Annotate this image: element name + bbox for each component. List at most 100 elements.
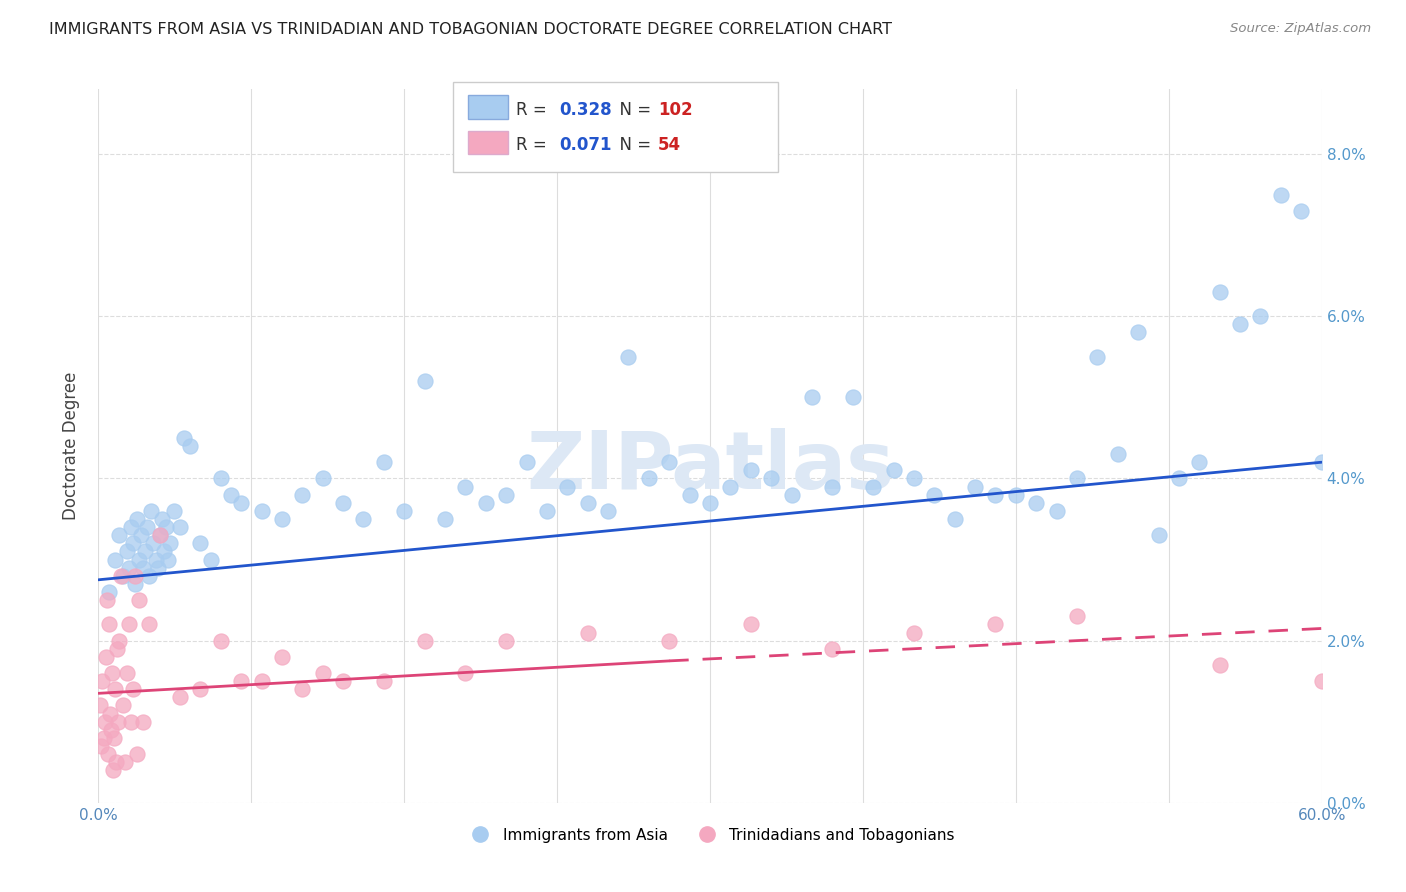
Point: [104, 552, 127, 566]
Point: [474, 496, 498, 510]
Point: [104, 682, 127, 697]
Point: [1128, 326, 1150, 340]
Point: [555, 479, 579, 493]
Point: [103, 731, 125, 745]
Point: [97, 617, 120, 632]
Point: [145, 552, 167, 566]
Point: [115, 544, 138, 558]
Point: [332, 496, 354, 510]
Text: R =: R =: [516, 136, 553, 154]
Point: [1249, 310, 1271, 324]
Text: 102: 102: [658, 101, 693, 119]
Point: [1392, 147, 1406, 161]
Point: [495, 488, 517, 502]
Point: [658, 455, 681, 469]
Point: [373, 455, 395, 469]
Point: [141, 504, 163, 518]
Point: [352, 512, 374, 526]
Point: [780, 488, 803, 502]
Point: [146, 560, 169, 574]
Point: [231, 496, 253, 510]
Point: [132, 714, 155, 729]
Point: [129, 528, 152, 542]
Point: [250, 674, 273, 689]
Point: [155, 520, 177, 534]
Point: [1107, 447, 1129, 461]
Point: [156, 552, 179, 566]
Text: 0.071: 0.071: [560, 136, 612, 154]
Point: [1085, 350, 1108, 364]
Point: [373, 674, 395, 689]
Point: [984, 617, 1007, 632]
Point: [679, 488, 702, 502]
Point: [200, 552, 222, 566]
Point: [149, 528, 172, 542]
Point: [100, 723, 122, 737]
Text: IMMIGRANTS FROM ASIA VS TRINIDADIAN AND TOBAGONIAN DOCTORATE DEGREE CORRELATION : IMMIGRANTS FROM ASIA VS TRINIDADIAN AND …: [49, 22, 893, 37]
Point: [291, 488, 314, 502]
Point: [312, 666, 335, 681]
Point: [903, 471, 925, 485]
Point: [862, 479, 884, 493]
Point: [270, 649, 294, 664]
Point: [759, 471, 782, 485]
Point: [1066, 471, 1088, 485]
Point: [159, 536, 181, 550]
Point: [169, 690, 191, 705]
Point: [127, 512, 149, 526]
Text: N =: N =: [609, 136, 657, 154]
Text: 54: 54: [658, 136, 681, 154]
Point: [1147, 528, 1170, 542]
Point: [965, 479, 987, 493]
Point: [1208, 657, 1232, 672]
Point: [516, 455, 538, 469]
Point: [392, 504, 416, 518]
Point: [250, 504, 273, 518]
Point: [1229, 318, 1251, 332]
Point: [1004, 488, 1026, 502]
Point: [104, 756, 127, 770]
Point: [209, 471, 232, 485]
Point: [98, 706, 121, 721]
Point: [454, 666, 477, 681]
Point: [841, 390, 863, 404]
Point: [128, 593, 150, 607]
Point: [454, 479, 477, 493]
Point: [110, 568, 132, 582]
Text: N =: N =: [609, 101, 657, 119]
Point: [107, 714, 129, 729]
Point: [433, 512, 456, 526]
Text: R =: R =: [516, 101, 553, 119]
Point: [111, 698, 134, 713]
Legend: Immigrants from Asia, Trinidadians and Tobagonians: Immigrants from Asia, Trinidadians and T…: [458, 822, 962, 848]
Point: [596, 504, 619, 518]
Point: [122, 536, 145, 550]
Point: [1310, 455, 1333, 469]
Point: [188, 536, 212, 550]
Point: [120, 714, 142, 729]
Point: [97, 585, 120, 599]
Point: [118, 560, 141, 574]
Point: [124, 568, 146, 582]
Point: [124, 577, 146, 591]
Point: [1372, 155, 1395, 169]
Point: [495, 633, 517, 648]
Point: [97, 747, 120, 761]
Point: [1351, 268, 1374, 283]
Text: 0.328: 0.328: [560, 101, 612, 119]
Point: [883, 463, 905, 477]
Point: [128, 552, 150, 566]
Point: [1066, 609, 1088, 624]
Point: [1270, 187, 1292, 202]
Y-axis label: Doctorate Degree: Doctorate Degree: [62, 372, 80, 520]
Point: [111, 568, 134, 582]
Point: [120, 520, 142, 534]
Point: [134, 544, 156, 558]
Point: [637, 471, 661, 485]
Point: [91, 674, 114, 689]
Point: [576, 625, 599, 640]
Point: [188, 682, 212, 697]
Point: [108, 528, 131, 542]
Point: [138, 568, 160, 582]
Point: [149, 528, 172, 542]
